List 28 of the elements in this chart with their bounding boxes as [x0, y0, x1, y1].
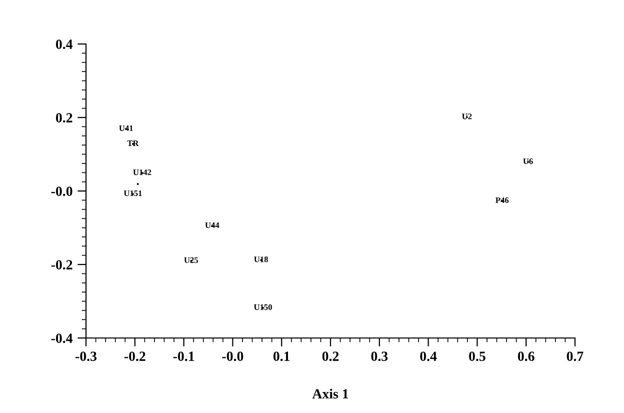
annotation: U2	[462, 114, 472, 120]
y-tick-label: 0.4	[56, 40, 73, 50]
annotation: U18	[254, 256, 268, 262]
y-tick-label: -0.2	[51, 260, 72, 270]
x-tick-label: 0.4	[420, 352, 437, 362]
y-tick-label: -0.4	[51, 334, 73, 344]
annotation: U44	[205, 222, 220, 228]
x-tick-label: 0.6	[518, 352, 534, 362]
x-tick-label: 0.5	[469, 352, 486, 362]
annotation: U25	[184, 257, 198, 263]
x-tick-label: -0.1	[173, 352, 194, 362]
x-tick-label: 0.3	[371, 352, 388, 362]
x-tick-label: -0.0	[222, 352, 244, 362]
x-axis-title: Axis 1	[312, 388, 348, 399]
x-tick-label: -0.2	[124, 352, 146, 362]
annotation: U142	[133, 169, 152, 176]
x-tick-label: 0.2	[322, 352, 339, 362]
annotation: U151	[124, 190, 142, 196]
annotation: U150	[254, 304, 272, 310]
x-tick-label: 0.7	[566, 352, 584, 362]
annotation: P46	[496, 197, 509, 204]
annotation: U41	[119, 125, 133, 131]
x-tick-label: 0.1	[273, 352, 290, 362]
x-tick-label: -0.3	[76, 352, 97, 362]
annotation: U6	[523, 158, 533, 164]
y-tick-label: 0.2	[56, 113, 72, 123]
annotation: TR	[127, 140, 139, 146]
y-tick-label: -0.0	[51, 186, 72, 196]
